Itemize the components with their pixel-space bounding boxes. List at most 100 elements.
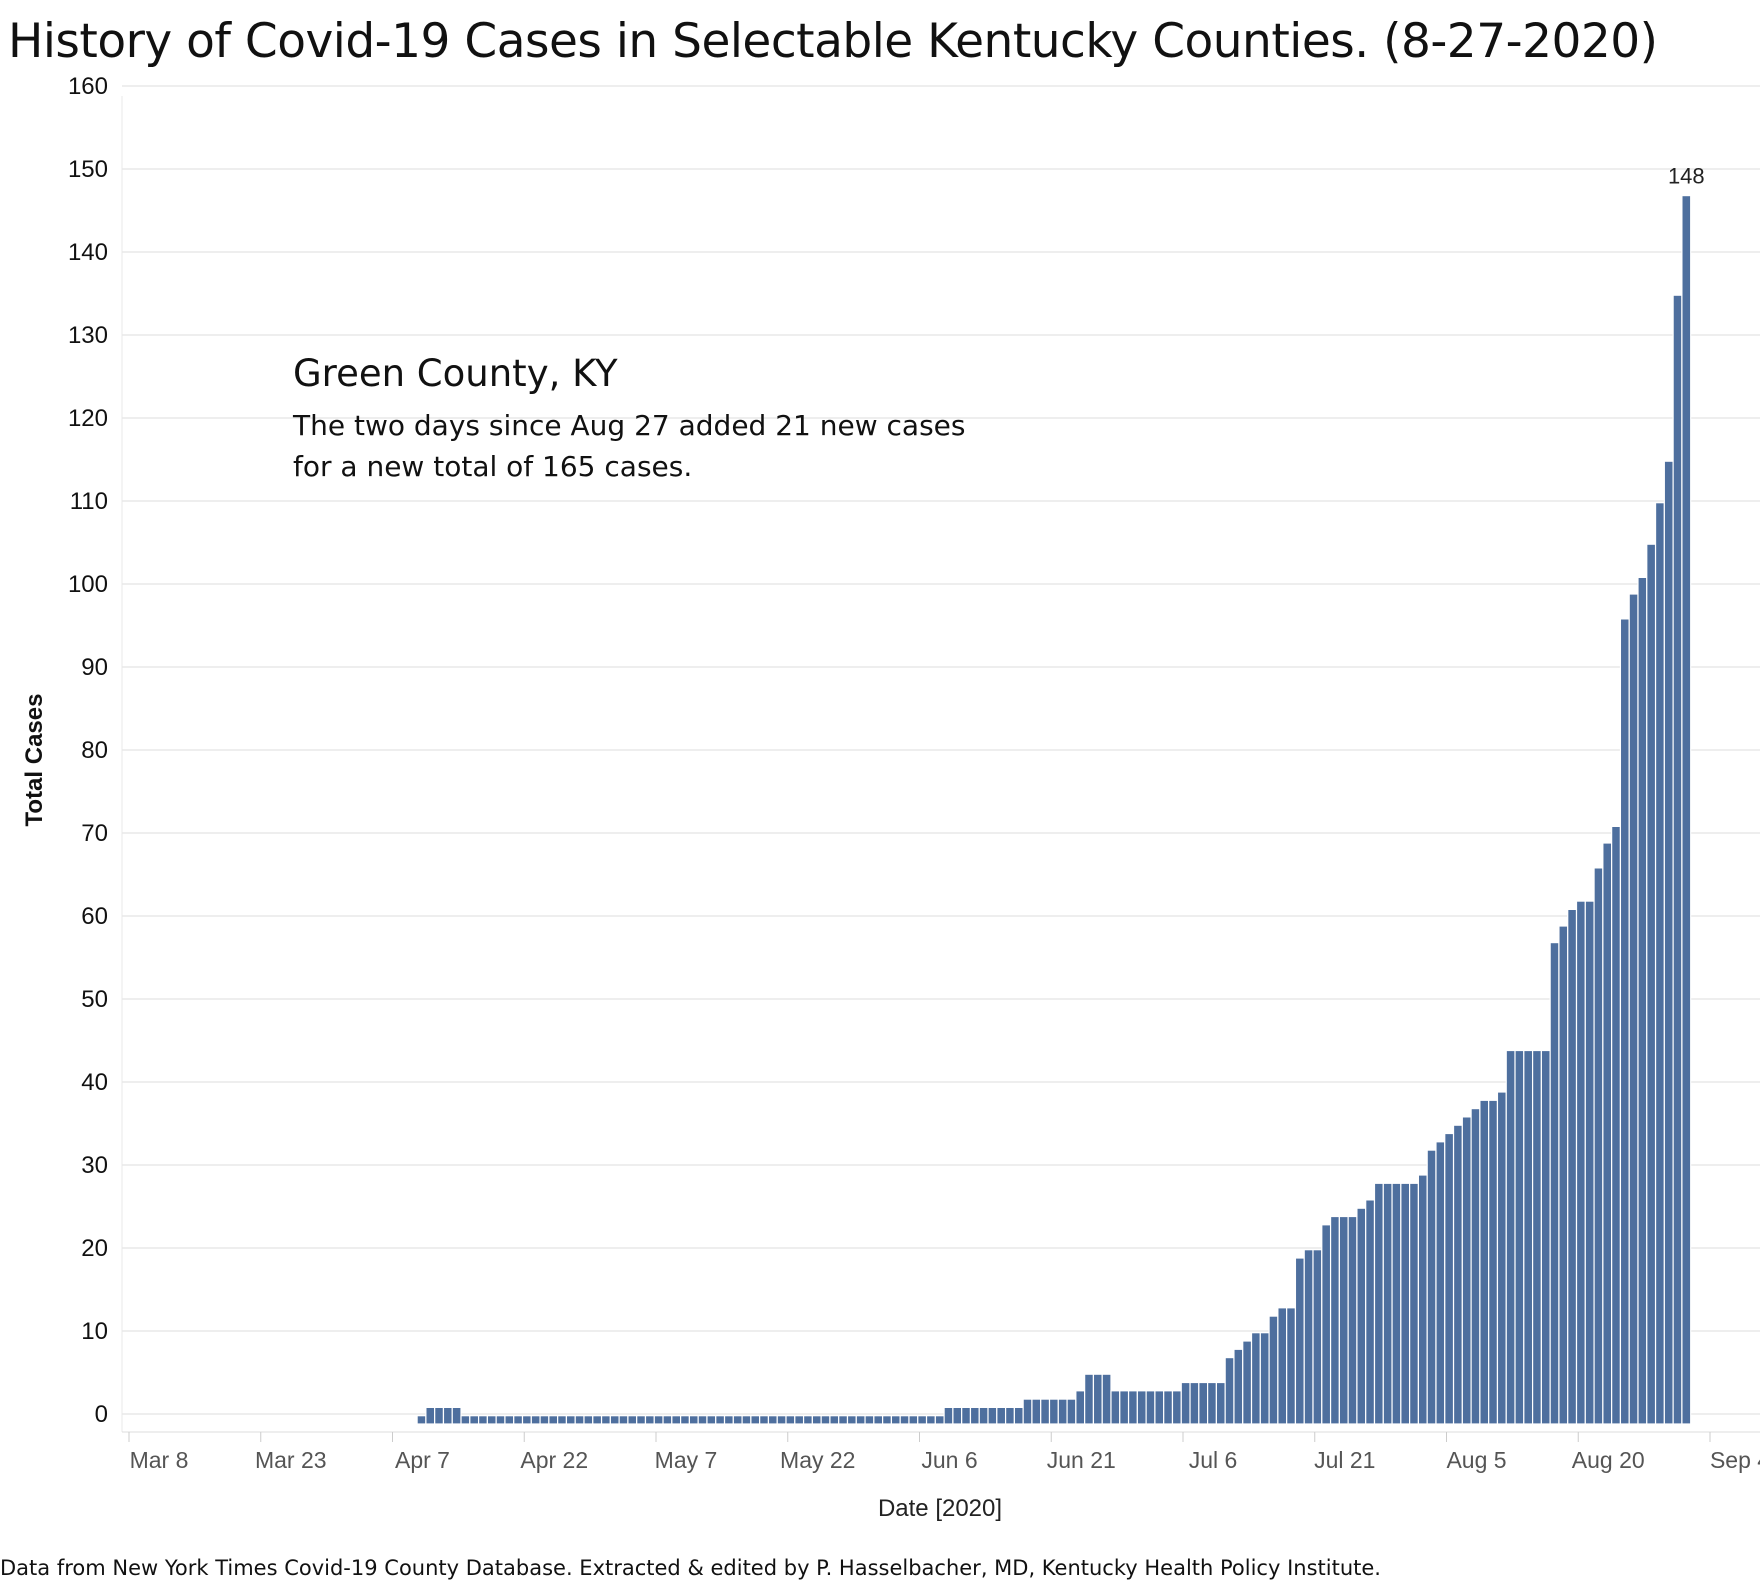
- bar: [715, 1415, 726, 1425]
- bar: [1593, 867, 1604, 1425]
- bar: [1470, 1107, 1481, 1425]
- bar: [653, 1415, 664, 1425]
- bar: [486, 1415, 497, 1425]
- bar: [600, 1415, 611, 1425]
- bar: [1312, 1249, 1323, 1425]
- bar: [1637, 576, 1648, 1425]
- bar: [706, 1415, 717, 1425]
- chart-title: History of Covid-19 Cases in Selectable …: [8, 14, 1658, 69]
- bar: [1382, 1182, 1393, 1425]
- bar: [1119, 1390, 1130, 1425]
- bar: [820, 1415, 831, 1425]
- bar: [1215, 1381, 1226, 1425]
- y-tick-label: 0: [95, 1401, 108, 1428]
- bar: [934, 1415, 945, 1425]
- y-tick-label: 40: [81, 1069, 108, 1096]
- bar: [1426, 1149, 1437, 1425]
- bar: [1075, 1390, 1086, 1425]
- bar: [811, 1415, 822, 1425]
- bar: [1048, 1398, 1059, 1425]
- annotation: Green County, KY The two days since Aug …: [292, 352, 965, 483]
- bar: [1286, 1307, 1297, 1425]
- bar: [1338, 1215, 1349, 1425]
- bar: [1163, 1390, 1174, 1425]
- bar: [741, 1415, 752, 1425]
- bar: [1479, 1099, 1490, 1425]
- bar: [1514, 1049, 1525, 1425]
- bar: [1356, 1207, 1367, 1425]
- x-tick-label: Aug 5: [1446, 1447, 1506, 1473]
- bar: [1584, 900, 1595, 1425]
- y-tick-label: 60: [81, 903, 108, 930]
- bar: [882, 1415, 893, 1425]
- bar: [776, 1415, 787, 1425]
- bar: [1444, 1132, 1455, 1425]
- bar: [1654, 502, 1665, 1425]
- bar: [952, 1406, 963, 1425]
- bar: [513, 1415, 524, 1425]
- bar: [1127, 1390, 1138, 1425]
- bar: [1057, 1398, 1068, 1425]
- bar: [1417, 1174, 1428, 1425]
- bar: [688, 1415, 699, 1425]
- bar: [1233, 1348, 1244, 1425]
- bar: [469, 1415, 480, 1425]
- bar: [1040, 1398, 1051, 1425]
- bar: [1004, 1406, 1015, 1425]
- bar: [1373, 1182, 1384, 1425]
- bar: [767, 1415, 778, 1425]
- bar: [565, 1415, 576, 1425]
- bar: [996, 1406, 1007, 1425]
- bar: [1672, 294, 1683, 1425]
- bar: [644, 1415, 655, 1425]
- bar: [917, 1415, 928, 1425]
- bar: [1452, 1124, 1463, 1425]
- y-tick-label: 30: [81, 1152, 108, 1179]
- y-tick-label: 80: [81, 737, 108, 764]
- bar: [978, 1406, 989, 1425]
- bar: [1259, 1332, 1270, 1425]
- y-tick-label: 160: [68, 73, 108, 100]
- x-tick-label: Apr 22: [520, 1447, 588, 1473]
- bar: [855, 1415, 866, 1425]
- bar: [1549, 941, 1560, 1425]
- bar: [1567, 908, 1578, 1425]
- y-axis-ticks: 0 10 20 30 40 50 60 70 80 90 100 110 120 130 140 150 160: [68, 73, 108, 1428]
- bar: [1013, 1406, 1024, 1425]
- bar: [697, 1415, 708, 1425]
- x-tick-label: May 7: [655, 1447, 718, 1473]
- bar: [1242, 1340, 1253, 1425]
- x-tick-label: Sep 4: [1710, 1447, 1760, 1473]
- y-tick-label: 110: [70, 488, 108, 515]
- bar: [636, 1415, 647, 1425]
- bar: [1496, 1091, 1507, 1425]
- y-tick-label: 50: [81, 986, 108, 1013]
- bar: [785, 1415, 796, 1425]
- bar: [1092, 1373, 1103, 1425]
- bar: [530, 1415, 541, 1425]
- bar: [1347, 1215, 1358, 1425]
- bar: [961, 1406, 972, 1425]
- bar: [504, 1415, 515, 1425]
- bar: [1400, 1182, 1411, 1425]
- x-axis-label: Date [2020]: [878, 1495, 1002, 1522]
- y-axis-label: Total Cases: [21, 694, 48, 827]
- bar: [1628, 593, 1639, 1425]
- y-tick-label: 150: [68, 156, 108, 183]
- bars: [416, 195, 1692, 1425]
- annotation-line-2: for a new total of 165 cases.: [293, 450, 692, 483]
- bar: [1646, 543, 1657, 1425]
- peak-data-label: 148: [1668, 164, 1705, 189]
- bar: [539, 1415, 550, 1425]
- bar: [1461, 1116, 1472, 1425]
- bar: [521, 1415, 532, 1425]
- bar: [442, 1406, 453, 1425]
- x-tick-label: Apr 7: [395, 1447, 450, 1473]
- x-tick-label: Jun 6: [921, 1447, 977, 1473]
- bar: [969, 1406, 980, 1425]
- y-tick-label: 90: [81, 654, 108, 681]
- bar: [1303, 1249, 1314, 1425]
- x-tick-label: Aug 20: [1572, 1447, 1645, 1473]
- bar: [1329, 1215, 1340, 1425]
- bar: [925, 1415, 936, 1425]
